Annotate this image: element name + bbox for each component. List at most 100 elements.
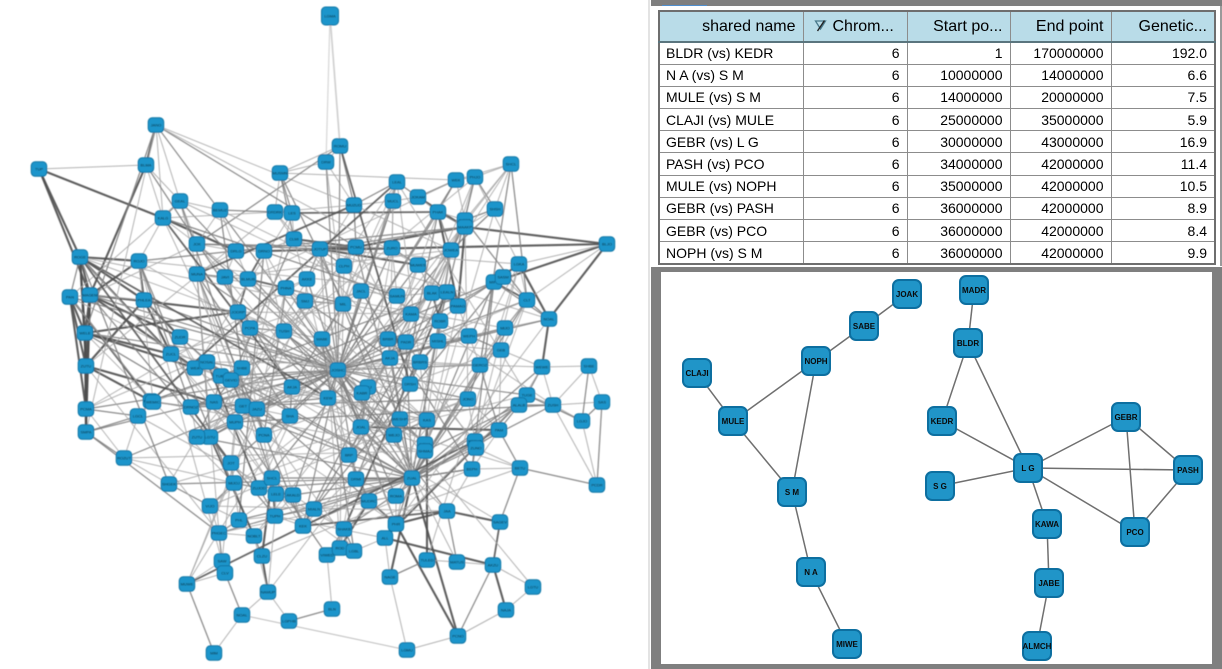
svg-text:MUWE: MUWE: [181, 582, 194, 587]
svg-text:NAS: NAS: [210, 400, 219, 405]
svg-text:WESHP: WESHP: [393, 417, 408, 422]
svg-text:LELE: LELE: [271, 492, 281, 497]
svg-text:PHJO: PHJO: [470, 175, 481, 180]
svg-text:SHA: SHA: [286, 414, 295, 419]
svg-text:CLAJI: CLAJI: [685, 369, 708, 378]
svg-text:ALALB: ALALB: [513, 403, 526, 408]
svg-text:DRNOZ: DRNOZ: [184, 405, 199, 410]
svg-text:SABE: SABE: [853, 322, 876, 331]
svg-text:BLJO: BLJO: [602, 242, 612, 247]
svg-text:NOAL: NOAL: [544, 317, 556, 322]
svg-text:DRSH: DRSH: [404, 382, 415, 387]
svg-text:JOSHC: JOSHC: [331, 368, 345, 373]
svg-text:KAMA: KAMA: [405, 312, 417, 317]
svg-text:SHMAJ: SHMAJ: [418, 449, 432, 454]
svg-text:SAGEV: SAGEV: [493, 520, 507, 525]
svg-text:NAJA: NAJA: [501, 608, 512, 613]
svg-text:PADR: PADR: [401, 340, 412, 345]
svg-text:WELE: WELE: [79, 331, 91, 336]
svg-text:GEB: GEB: [497, 348, 506, 353]
svg-text:KAWA: KAWA: [1035, 520, 1059, 529]
svg-text:PCMA: PCMA: [80, 407, 92, 412]
svg-text:SHCL: SHCL: [506, 162, 517, 167]
svg-text:MABE: MABE: [316, 337, 328, 342]
svg-text:NAMUP: NAMUP: [261, 590, 276, 595]
svg-text:L G: L G: [1021, 464, 1034, 473]
svg-text:LGPHB: LGPHB: [282, 619, 296, 624]
svg-text:PHL: PHL: [235, 518, 244, 523]
svg-text:SHCL: SHCL: [267, 476, 278, 481]
svg-text:BLN: BLN: [328, 607, 336, 612]
svg-text:MIJOJ: MIJOJ: [228, 481, 240, 486]
svg-text:CLPH: CLPH: [339, 264, 350, 269]
svg-text:WEA: WEA: [190, 366, 199, 371]
svg-text:VIWED: VIWED: [320, 553, 333, 558]
svg-text:SHBE: SHBE: [584, 364, 595, 369]
svg-text:JANO: JANO: [151, 123, 162, 128]
svg-text:AKALD: AKALD: [286, 493, 299, 498]
svg-text:LGMA: LGMA: [324, 14, 336, 19]
svg-text:LGJO: LGJO: [577, 419, 587, 424]
svg-text:MAAKP: MAAKP: [458, 225, 472, 230]
svg-text:DRLG: DRLG: [230, 249, 241, 254]
svg-text:ROMA: ROMA: [390, 494, 402, 499]
svg-text:ALL: ALL: [381, 536, 389, 541]
svg-text:MIL: MIL: [340, 302, 347, 307]
svg-text:BRP: BRP: [345, 453, 354, 458]
svg-text:MISHL: MISHL: [432, 339, 445, 344]
svg-text:S M: S M: [785, 488, 800, 497]
svg-text:JACL: JACL: [356, 289, 367, 294]
svg-text:MUPH: MUPH: [229, 420, 241, 425]
svg-text:SHBE: SHBE: [237, 366, 248, 371]
svg-text:AKKE: AKKE: [302, 277, 313, 282]
svg-text:ROMU: ROMU: [334, 144, 346, 149]
svg-text:ROZUT: ROZUT: [117, 456, 131, 461]
svg-text:GEVID: GEVID: [225, 378, 238, 383]
svg-text:ROGE: ROGE: [74, 255, 86, 260]
svg-text:BEMUZ: BEMUZ: [213, 208, 228, 213]
svg-text:PAM: PAM: [495, 428, 503, 433]
svg-text:DRDRK: DRDRK: [268, 210, 283, 215]
svg-text:PHLEA: PHLEA: [137, 298, 150, 303]
svg-text:NOPH: NOPH: [804, 357, 827, 366]
svg-text:NOBLT: NOBLT: [247, 534, 261, 539]
svg-text:PCNA: PCNA: [258, 433, 269, 438]
svg-text:MULE: MULE: [722, 417, 745, 426]
svg-text:LGKA: LGKA: [514, 262, 525, 267]
svg-text:LGBL: LGBL: [349, 549, 360, 554]
svg-text:MIM: MIM: [210, 651, 218, 656]
svg-text:JABE: JABE: [1038, 579, 1060, 588]
svg-text:DRMI: DRMI: [351, 477, 361, 482]
svg-text:PHAK: PHAK: [433, 210, 444, 215]
svg-text:KEW: KEW: [323, 396, 332, 401]
svg-text:DRW: DRW: [321, 160, 331, 165]
svg-text:BRBR: BRBR: [382, 337, 393, 342]
svg-text:PHNA: PHNA: [280, 286, 291, 291]
svg-text:JONO: JONO: [462, 397, 473, 402]
svg-text:NOAL: NOAL: [237, 613, 249, 618]
svg-text:ALMCH: ALMCH: [1023, 642, 1052, 651]
svg-text:MUDRC: MUDRC: [362, 499, 377, 504]
svg-text:SAMUN: SAMUN: [390, 294, 405, 299]
svg-text:ZUJOD: ZUJOD: [252, 486, 265, 491]
svg-text:PAMAG: PAMAG: [451, 304, 465, 309]
svg-text:NAGE: NAGE: [384, 575, 396, 580]
svg-text:TUPH: TUPH: [270, 514, 281, 519]
svg-text:GEROZ: GEROZ: [473, 363, 488, 368]
svg-text:PASH: PASH: [1177, 466, 1199, 475]
svg-text:TUGE: TUGE: [521, 393, 532, 398]
svg-text:JOKAM: JOKAM: [411, 195, 425, 200]
svg-text:MIJO: MIJO: [500, 326, 510, 331]
svg-text:JOWEA: JOWEA: [444, 248, 459, 253]
svg-text:BRBRS: BRBRS: [413, 360, 427, 365]
svg-text:ZUTU: ZUTU: [192, 435, 203, 440]
svg-text:MADR: MADR: [962, 286, 986, 295]
svg-text:SMPA: SMPA: [80, 430, 91, 435]
svg-text:BLMA: BLMA: [141, 163, 152, 168]
svg-text:BETU: BETU: [515, 466, 526, 471]
svg-text:LGTU: LGTU: [205, 435, 216, 440]
svg-text:BLMUB: BLMUB: [241, 277, 255, 282]
svg-text:ZUCL: ZUCL: [166, 352, 177, 357]
svg-text:AKZU: AKZU: [488, 563, 499, 568]
svg-text:ZUDR: ZUDR: [174, 335, 185, 340]
